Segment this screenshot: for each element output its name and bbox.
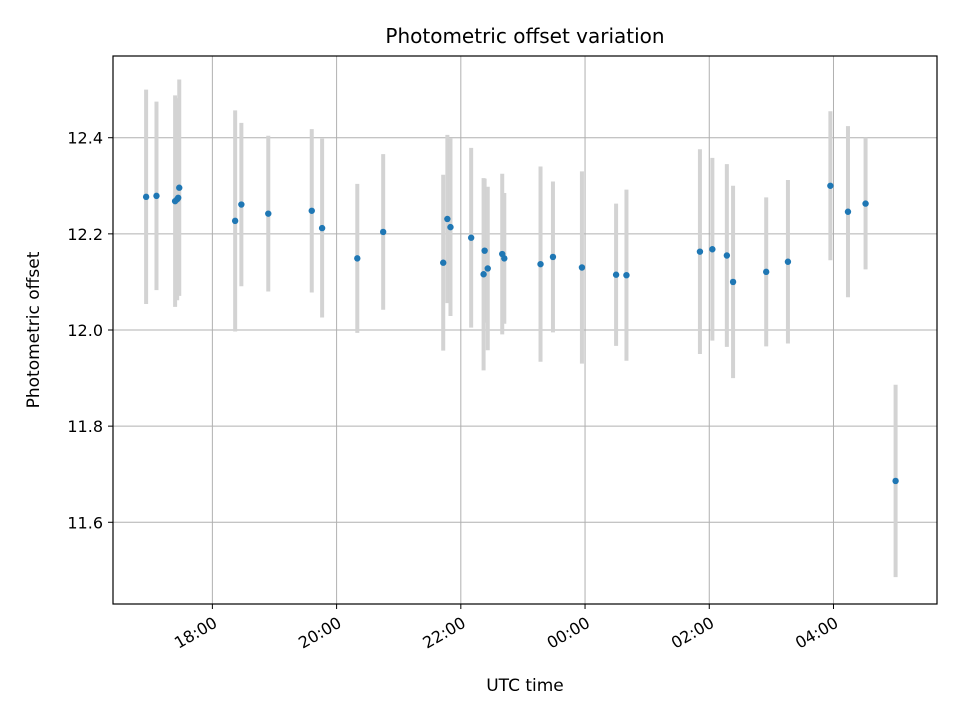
- y-tick-label: 11.6: [67, 513, 103, 532]
- data-point: [484, 265, 491, 272]
- y-tick-label: 12.4: [67, 129, 103, 148]
- data-point: [480, 271, 487, 278]
- data-point: [578, 264, 586, 271]
- data-point: [308, 207, 315, 214]
- data-point: [844, 208, 852, 215]
- x-tick-label: 02:00: [668, 613, 717, 653]
- data-point: [176, 184, 183, 191]
- x-tick-label: 04:00: [792, 613, 841, 653]
- x-axis-ticks: 18:00 20:00 22:00 00:00 02:00 04:00: [171, 604, 841, 653]
- data-point: [444, 215, 451, 223]
- data-point: [467, 234, 475, 241]
- error-bars: [144, 79, 898, 578]
- data-point: [892, 477, 899, 485]
- data-point: [318, 224, 326, 232]
- y-axis-ticks: 11.6 11.8 12.0 12.2 12.4: [67, 129, 113, 532]
- data-point: [175, 194, 182, 202]
- data-point: [440, 259, 447, 266]
- data-point: [537, 260, 544, 268]
- data-point: [379, 228, 387, 236]
- data-point: [784, 258, 792, 265]
- data-point: [447, 223, 454, 231]
- data-point: [696, 248, 704, 255]
- x-tick-label: 00:00: [544, 613, 593, 653]
- x-tick-label: 22:00: [419, 613, 468, 653]
- data-point: [265, 210, 272, 217]
- y-tick-label: 12.2: [67, 225, 103, 244]
- y-axis-title: Photometric offset: [24, 251, 44, 408]
- y-tick-label: 12.0: [67, 321, 103, 340]
- data-point: [549, 253, 557, 261]
- grid-lines: [113, 56, 937, 604]
- x-axis-title: UTC time: [486, 676, 564, 696]
- data-point: [729, 278, 737, 286]
- data-point: [142, 193, 150, 201]
- data-point: [354, 255, 361, 262]
- data-point: [709, 246, 716, 253]
- data-point: [153, 192, 160, 200]
- data-point: [501, 255, 508, 262]
- x-tick-label: 20:00: [295, 613, 344, 653]
- data-point: [723, 252, 731, 259]
- chart-title: Photometric offset variation: [385, 24, 664, 48]
- data-point: [623, 272, 630, 279]
- data-points: [142, 182, 899, 485]
- data-point: [238, 201, 245, 208]
- x-tick-label: 18:00: [171, 613, 220, 653]
- data-point: [862, 200, 869, 207]
- data-point: [481, 247, 488, 254]
- data-point: [827, 182, 834, 189]
- data-point: [231, 217, 239, 225]
- data-point: [762, 268, 770, 276]
- data-point: [612, 271, 620, 278]
- y-tick-label: 11.8: [67, 417, 103, 436]
